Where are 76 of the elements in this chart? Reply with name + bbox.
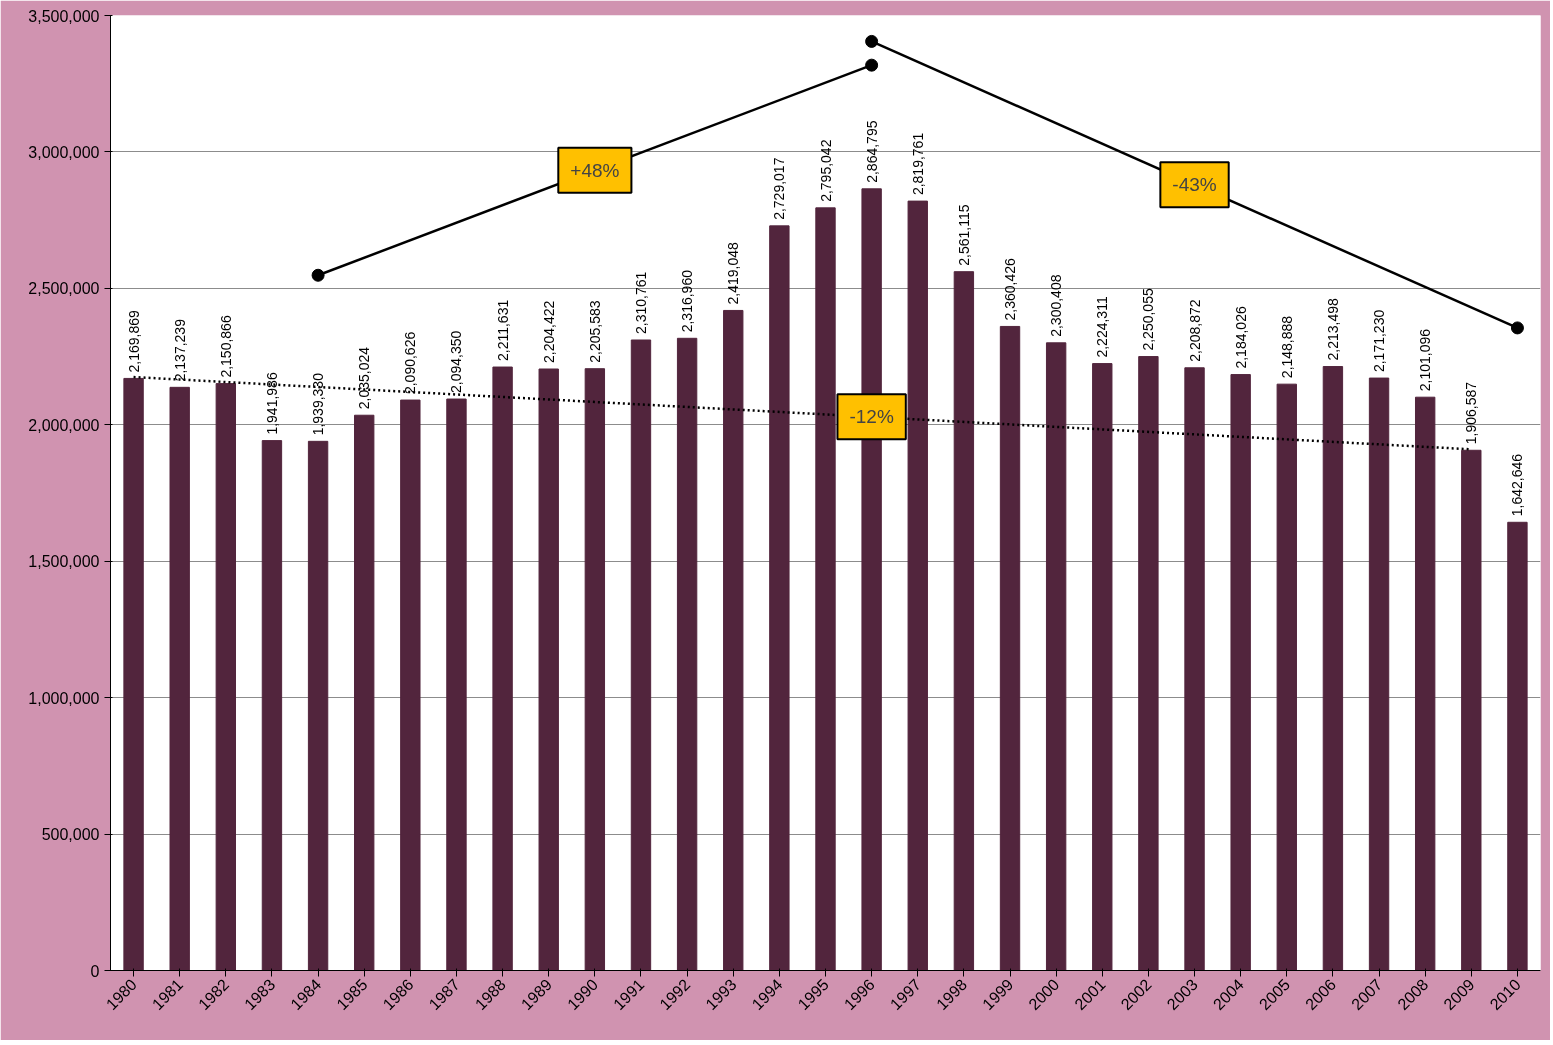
- bar: [354, 414, 375, 971]
- bar: [1276, 383, 1297, 971]
- data-label: 2,148,888: [1278, 315, 1295, 379]
- annotation: +48%: [570, 159, 620, 181]
- bar: [953, 271, 975, 971]
- bar: [1461, 449, 1482, 971]
- bar: [215, 383, 237, 971]
- data-label: 1,939,330: [310, 372, 327, 436]
- bar: [1322, 366, 1344, 971]
- data-label: 2,137,239: [171, 318, 188, 382]
- bar: [1045, 342, 1067, 971]
- y-tick-label: 3,000,000: [28, 143, 100, 161]
- data-label: 2,729,017: [771, 157, 788, 220]
- bar: [492, 366, 513, 971]
- bar: [1368, 377, 1390, 971]
- bar: [1414, 396, 1436, 971]
- bar: [1184, 367, 1205, 971]
- bar: [1230, 374, 1251, 971]
- annotation: -43%: [1172, 174, 1217, 196]
- data-label: 2,213,498: [1324, 298, 1341, 361]
- bar: [446, 398, 467, 971]
- data-label: 2,561,115: [955, 204, 972, 266]
- data-label: 2,360,426: [1002, 257, 1019, 321]
- y-tick-label: 3,500,000: [28, 7, 100, 25]
- bar: [723, 309, 744, 971]
- data-label: 2,090,626: [402, 331, 419, 395]
- data-label: 2,169,869: [125, 309, 142, 373]
- bar: [123, 377, 144, 971]
- y-tick-label: 1,000,000: [28, 689, 100, 707]
- data-label: 2,094,350: [448, 330, 465, 394]
- data-label: 2,310,761: [632, 271, 649, 334]
- data-label: 2,819,761: [909, 132, 926, 196]
- data-label: 2,204,422: [540, 300, 557, 364]
- point: [865, 58, 879, 72]
- data-label: 2,224,311: [1094, 296, 1111, 358]
- data-label: 2,316,960: [679, 269, 696, 333]
- bar: [815, 207, 836, 971]
- data-label: 1,941,986: [263, 372, 280, 435]
- y-tick-label: 0: [90, 962, 100, 980]
- data-label: 2,150,866: [217, 315, 234, 378]
- bar: [676, 337, 698, 971]
- y-tick-label: 2,500,000: [28, 280, 100, 298]
- annotation: -12%: [849, 406, 894, 428]
- data-label: 2,419,048: [725, 241, 742, 305]
- data-label: 2,795,042: [817, 139, 834, 202]
- data-label: 2,101,096: [1417, 328, 1434, 392]
- bar: [769, 225, 790, 971]
- bar: [584, 368, 606, 971]
- data-label: 2,205,583: [586, 300, 603, 363]
- data-label: 2,864,795: [863, 120, 880, 183]
- y-tick-label: 500,000: [41, 826, 100, 844]
- data-label: 1,906,587: [1463, 381, 1480, 445]
- data-label: 2,184,026: [1232, 306, 1249, 369]
- bar: [1092, 363, 1113, 971]
- bar: [169, 386, 190, 971]
- point: [865, 34, 879, 48]
- y-tick-label: 2,000,000: [28, 416, 100, 434]
- bar: [630, 339, 652, 971]
- data-label: 1,642,646: [1509, 453, 1526, 517]
- bar: [907, 200, 928, 971]
- data-label: 2,035,024: [356, 346, 373, 410]
- bar: [538, 368, 559, 971]
- point: [1510, 321, 1524, 335]
- data-label: 2,300,408: [1048, 274, 1065, 337]
- bar: [261, 440, 283, 971]
- y-tick-label: 1,500,000: [28, 553, 100, 571]
- bar: [1138, 356, 1159, 971]
- point: [311, 268, 325, 282]
- data-label: 2,208,872: [1186, 299, 1203, 362]
- data-label: 2,211,631: [494, 299, 511, 362]
- bar: [307, 440, 329, 971]
- bar: [1507, 521, 1528, 971]
- data-label: 2,171,230: [1371, 309, 1388, 373]
- data-label: 2,250,055: [1140, 288, 1157, 351]
- bar: [400, 399, 421, 971]
- bar: [999, 325, 1021, 971]
